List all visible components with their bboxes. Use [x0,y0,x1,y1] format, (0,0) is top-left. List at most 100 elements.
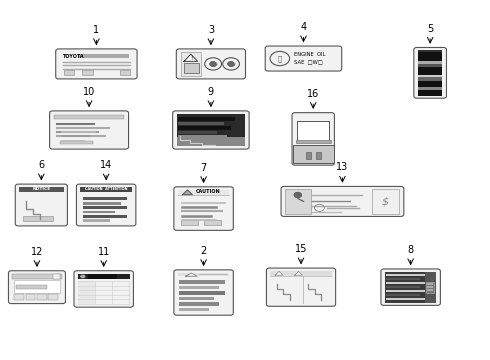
Text: 3: 3 [208,25,214,35]
Bar [54,115,124,120]
Bar [418,53,442,61]
Bar [178,126,231,130]
Bar [83,211,116,213]
Bar [83,197,127,201]
Text: 10: 10 [83,87,95,97]
Bar [372,189,399,213]
Bar [179,297,214,300]
Bar [88,274,117,279]
Text: TOYOTA: TOYOTA [63,54,84,59]
Bar [418,90,442,96]
Bar [386,289,425,292]
Text: 2: 2 [200,246,207,256]
Bar [178,190,229,195]
Text: CAUTION: CAUTION [196,189,221,194]
Text: 16: 16 [307,89,319,99]
Circle shape [294,192,302,198]
Bar [83,206,127,209]
FancyBboxPatch shape [414,48,446,98]
Bar [203,220,220,225]
Bar [49,294,58,300]
Text: 11: 11 [98,247,110,257]
Bar [178,131,217,134]
Polygon shape [294,271,302,275]
Text: 12: 12 [31,247,43,257]
Bar [60,140,93,144]
FancyBboxPatch shape [74,271,133,307]
FancyBboxPatch shape [174,270,233,315]
Text: 15: 15 [295,244,307,254]
Text: 6: 6 [38,160,45,170]
Bar [82,70,93,75]
Bar [427,289,433,291]
FancyBboxPatch shape [76,184,136,226]
Bar [178,135,227,138]
Polygon shape [186,273,197,276]
Bar [181,220,198,225]
Text: 8: 8 [408,245,414,255]
Bar [179,302,220,306]
Bar [83,215,127,218]
Bar [418,61,442,64]
Circle shape [80,274,86,279]
FancyBboxPatch shape [15,184,68,226]
Bar [176,114,245,146]
Text: !: ! [190,56,192,61]
Bar [12,274,62,279]
Text: SAE  □W□: SAE □W□ [294,59,323,64]
Text: 13: 13 [336,162,348,172]
Text: 9: 9 [208,87,214,97]
Bar [418,50,442,53]
Text: 14: 14 [100,160,112,170]
Bar [179,280,225,284]
Bar [425,272,437,302]
Bar [64,70,74,75]
FancyBboxPatch shape [174,187,233,230]
Bar [179,291,225,295]
Bar [386,282,425,284]
Bar [120,70,130,75]
Text: $: $ [382,197,389,206]
Bar [178,117,235,121]
Polygon shape [183,190,193,195]
Bar [16,285,47,289]
Polygon shape [184,54,197,61]
Bar [296,140,331,143]
Bar [293,145,334,163]
FancyBboxPatch shape [176,49,245,79]
Text: NOTICE: NOTICE [32,188,50,192]
Bar [184,63,199,73]
Text: 7: 7 [200,163,207,173]
Bar [418,67,442,75]
Polygon shape [275,271,283,275]
FancyBboxPatch shape [265,46,342,71]
Bar [53,274,60,279]
Bar [297,121,329,143]
Text: ENGINE  OIL: ENGINE OIL [294,53,326,58]
Bar [385,272,437,302]
Bar [386,274,425,276]
Bar [316,152,320,159]
Bar [80,187,132,192]
Bar [78,274,129,279]
Bar [426,282,434,293]
Text: ➿: ➿ [278,55,282,62]
Bar [79,54,129,58]
Bar [386,298,425,301]
Bar [386,285,419,288]
Bar [418,77,442,81]
Bar [418,87,442,90]
FancyBboxPatch shape [292,113,334,165]
Bar [179,307,209,311]
FancyBboxPatch shape [49,111,128,149]
Bar [83,202,121,204]
Bar [179,286,220,289]
Bar [418,64,442,67]
Bar [37,294,47,300]
Bar [386,278,419,280]
Bar [14,294,24,300]
Bar [19,187,64,192]
Text: 1: 1 [93,25,99,35]
Bar [176,137,245,146]
Bar [78,281,95,304]
